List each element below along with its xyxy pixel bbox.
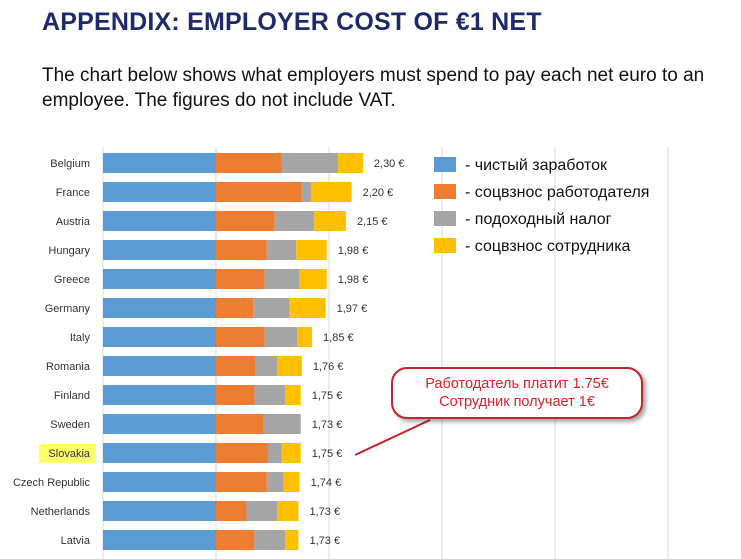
legend-label: - соцвзнос работодателя	[465, 184, 649, 201]
bar-segment	[103, 414, 216, 434]
bar-segment	[103, 327, 216, 347]
bar-segment	[284, 385, 301, 405]
bar-segment	[281, 153, 339, 173]
bar-segment	[254, 530, 285, 550]
total-label: 1,73 €	[312, 419, 343, 431]
bar-segment	[314, 211, 346, 231]
bar-segment	[216, 211, 275, 231]
category-label: Italy	[70, 332, 91, 344]
total-label: 1,73 €	[309, 506, 340, 518]
total-label: 1,76 €	[313, 361, 344, 373]
total-label: 2,20 €	[363, 187, 394, 199]
bar-segment	[310, 182, 352, 202]
bar-segment	[299, 269, 327, 289]
category-label: Latvia	[61, 535, 91, 547]
bar-segment	[283, 472, 300, 492]
bar-segment	[264, 269, 300, 289]
legend-swatch	[434, 184, 456, 199]
bar-segment	[216, 327, 265, 347]
bar-segment	[338, 153, 363, 173]
bar-segment	[103, 211, 216, 231]
legend-swatch	[434, 238, 456, 253]
bar-segment	[254, 385, 285, 405]
legend-label: - соцвзнос сотрудника	[465, 238, 631, 255]
category-label: Czech Republic	[13, 477, 91, 489]
bar-segment	[103, 269, 216, 289]
category-label: Hungary	[48, 245, 90, 257]
bar-segment	[264, 327, 298, 347]
total-label: 1,98 €	[338, 274, 369, 286]
bar-segment	[103, 182, 216, 202]
bar-segment	[274, 211, 315, 231]
total-label: 1,97 €	[337, 303, 368, 315]
bar-segment	[267, 443, 282, 463]
bar-segment	[281, 443, 301, 463]
bar-segment	[296, 240, 327, 260]
total-label: 2,30 €	[374, 158, 405, 170]
bar-segment	[103, 530, 216, 550]
bar-segment	[216, 269, 265, 289]
bar-segment	[216, 414, 264, 434]
legend-label: - чистый заработок	[465, 157, 608, 174]
bar-segment	[216, 153, 282, 173]
bar-segment	[216, 472, 267, 492]
legend-label: - подоходный налог	[465, 211, 612, 228]
bar-segment	[255, 356, 278, 376]
callout-line-2: Сотрудник получает 1€	[439, 394, 595, 410]
category-label: Finland	[54, 390, 90, 402]
bar-segment	[103, 356, 216, 376]
total-label: 2,15 €	[357, 216, 388, 228]
bar-segment	[289, 298, 326, 318]
category-label: Germany	[45, 303, 91, 315]
bar-segment	[103, 240, 216, 260]
bar-segment	[103, 298, 216, 318]
bar-segment	[103, 385, 216, 405]
category-label: Belgium	[50, 158, 90, 170]
bar-segment	[103, 501, 216, 521]
bar-segment	[216, 298, 254, 318]
total-label: 1,75 €	[312, 390, 343, 402]
callout-line-1: Работодатель платит 1.75€	[425, 376, 609, 392]
bar-segment	[297, 327, 313, 347]
bar-segment	[253, 298, 290, 318]
page-title: APPENDIX: EMPLOYER COST OF €1 NET	[42, 8, 542, 36]
bar-segment	[216, 240, 267, 260]
legend-swatch	[434, 157, 456, 172]
bar-segment	[266, 472, 284, 492]
category-label: France	[56, 187, 90, 199]
bar-segment	[216, 501, 247, 521]
category-label: Slovakia	[48, 448, 90, 460]
bar-segment	[216, 356, 256, 376]
bar-segment	[103, 153, 216, 173]
total-label: 1,74 €	[311, 477, 342, 489]
bar-segment	[216, 385, 255, 405]
bar-segment	[216, 182, 302, 202]
page-subtitle: The chart below shows what employers mus…	[42, 65, 705, 111]
bar-segment	[266, 240, 297, 260]
total-label: 1,75 €	[312, 448, 343, 460]
callout-box: Работодатель платит 1.75€ Сотрудник полу…	[391, 367, 643, 419]
total-label: 1,98 €	[338, 245, 369, 257]
category-label: Romania	[46, 361, 91, 373]
legend-swatch	[434, 211, 456, 226]
category-label: Netherlands	[31, 506, 91, 518]
category-label: Greece	[54, 274, 90, 286]
bar-segment	[103, 472, 216, 492]
category-label: Sweden	[50, 419, 90, 431]
bar-segment	[263, 414, 301, 434]
total-label: 1,85 €	[323, 332, 354, 344]
bar-segment	[246, 501, 278, 521]
bar-segment	[301, 182, 311, 202]
bar-segment	[277, 356, 302, 376]
total-label: 1,73 €	[309, 535, 340, 547]
bar-segment	[284, 530, 299, 550]
callout-pointer	[354, 419, 431, 456]
highlight-marker	[39, 444, 95, 463]
bar-segment	[216, 443, 268, 463]
category-label: Austria	[56, 216, 91, 228]
bar-segment	[277, 501, 299, 521]
bar-segment	[216, 530, 255, 550]
bar-segment	[103, 443, 216, 463]
